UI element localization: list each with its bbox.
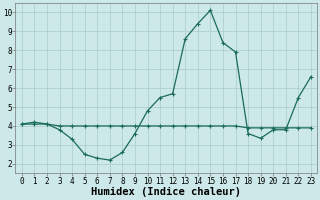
X-axis label: Humidex (Indice chaleur): Humidex (Indice chaleur) <box>92 187 241 197</box>
